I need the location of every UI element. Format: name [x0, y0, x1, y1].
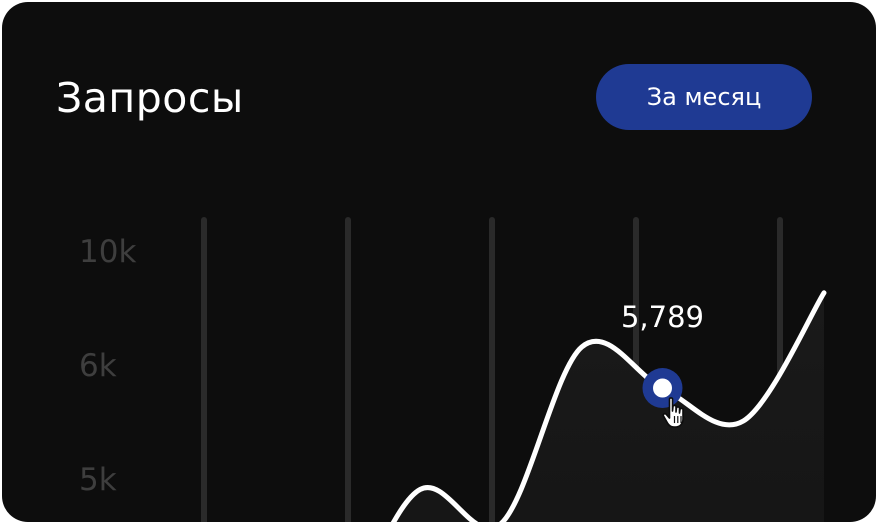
hand-pointer-cursor-icon: [662, 397, 684, 428]
card-title: Запросы: [56, 74, 244, 122]
highlight-value-label: 5,789: [621, 300, 704, 334]
y-tick-label: 10k: [79, 234, 136, 270]
series-area: [178, 292, 824, 522]
highlight-point[interactable]: [653, 378, 672, 398]
y-tick-label: 5k: [79, 462, 117, 498]
period-select-button[interactable]: За месяц: [596, 64, 812, 130]
y-tick-label: 6k: [79, 348, 117, 384]
